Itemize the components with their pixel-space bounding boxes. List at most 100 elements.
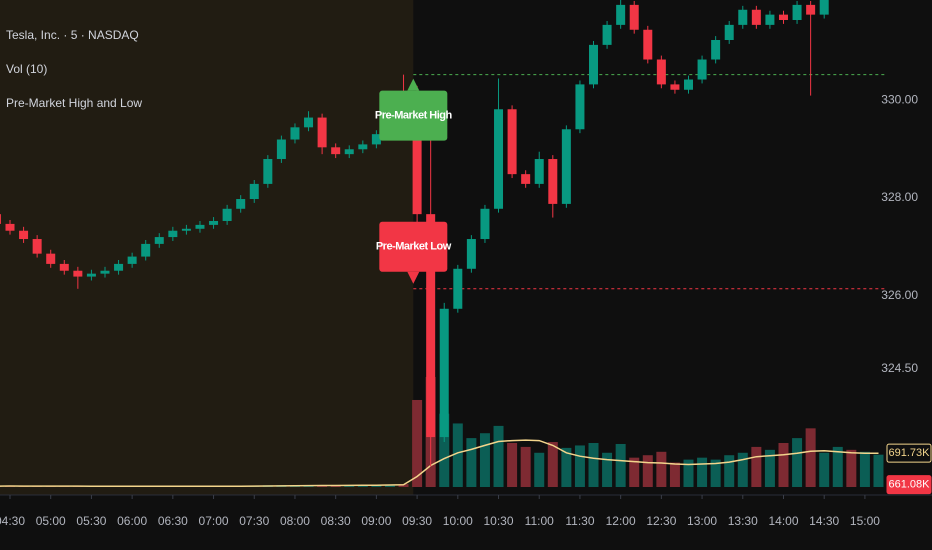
candle-body [249, 183, 259, 200]
candle-body [32, 239, 42, 254]
volume-bar [520, 446, 531, 487]
candle-body [331, 147, 341, 155]
candle-body [778, 14, 788, 20]
x-tick-label: 08:30 [321, 514, 351, 528]
candle-body [195, 224, 205, 229]
pre-market-shade [0, 0, 414, 495]
volume-bar [384, 484, 395, 487]
candle-body [561, 129, 571, 204]
volume-bar [683, 459, 694, 487]
volume-bar [561, 447, 572, 487]
candle-body [426, 214, 436, 438]
volume-bar [669, 462, 680, 487]
volume-bar [466, 438, 477, 487]
candle-body [5, 223, 15, 231]
x-tick-label: 11:30 [565, 514, 594, 528]
x-tick-label: 06:00 [117, 514, 147, 528]
x-tick-label: 14:00 [768, 514, 798, 528]
pre-market-low-label-pointer [407, 271, 420, 284]
candle-body [59, 263, 69, 271]
pre-market-high-label-box [379, 90, 448, 141]
volume-bar [697, 457, 708, 487]
volume-bar [547, 442, 558, 487]
x-tick-label: 05:00 [36, 514, 66, 528]
candle-body [168, 230, 178, 238]
volume-bar [439, 413, 450, 487]
pre-market-high-label-text: Pre-Market High [375, 110, 453, 122]
volume-bar [642, 455, 653, 487]
candle-body [453, 268, 463, 309]
candle-body [127, 256, 137, 264]
candle-body [656, 59, 666, 85]
candle-body [738, 9, 748, 25]
candle-body [263, 159, 273, 184]
candle-body [480, 208, 490, 240]
x-tick-label: 12:30 [646, 514, 676, 528]
x-tick-label: 05:30 [76, 514, 106, 528]
x-tick-label: 12:00 [606, 514, 636, 528]
x-tick-label: 07:30 [239, 514, 269, 528]
volume-bar [805, 428, 816, 487]
volume-bar [452, 423, 463, 487]
x-tick-label: 04:30 [0, 514, 25, 528]
candle-body [412, 124, 422, 215]
x-tick-label: 06:30 [158, 514, 188, 528]
y-tick-label: 326.00 [881, 288, 918, 302]
volume-bar [710, 459, 721, 487]
volume-bar [357, 485, 368, 487]
symbol-title: Tesla, Inc. · 5 · NASDAQ [6, 28, 139, 42]
candle-body [507, 109, 517, 175]
volume-bar [764, 449, 775, 487]
candle-body [222, 208, 232, 221]
candle-body [290, 127, 300, 140]
volume-bar [859, 451, 870, 487]
candle-body [86, 273, 96, 277]
candle-body [792, 4, 802, 20]
candle-body [751, 9, 761, 25]
axes: 324.50 326.00 328.00 330.00 04:30 05:00 05:30 0… [0, 93, 932, 528]
candle-body [589, 44, 599, 85]
candle-body [548, 159, 558, 204]
volume-bar [317, 485, 328, 487]
pre-market-low-label-text: Pre-Market Low [376, 241, 452, 253]
volume-bar [846, 449, 857, 487]
candle-body [344, 149, 354, 155]
volume-bar [371, 485, 382, 487]
candle-body [114, 263, 124, 271]
candle-body [141, 243, 151, 257]
volume-bar [344, 485, 355, 487]
candle-body [0, 214, 1, 224]
volume-bar [330, 485, 341, 487]
x-tick-label: 08:00 [280, 514, 310, 528]
x-tick-label: 09:30 [402, 514, 432, 528]
volume-bar [534, 452, 545, 487]
pre-market-high-label-pointer [407, 78, 420, 91]
candle-body [616, 4, 626, 25]
candle-body [439, 308, 449, 438]
volume-bar [819, 452, 830, 487]
candle-body [181, 228, 191, 231]
plot-area: Pre-Market High Pre-Market Low [0, 0, 885, 495]
candle-body [521, 174, 531, 184]
candle-body [670, 84, 680, 90]
candle-body [575, 84, 585, 130]
candle-body [73, 270, 83, 277]
x-tick-label: 09:00 [361, 514, 391, 528]
volume-axis-tag [886, 443, 932, 463]
y-tick-label: 330.00 [881, 93, 918, 107]
candle-body [819, 0, 829, 15]
x-tick-label: 15:00 [850, 514, 880, 528]
volume-legend: Vol (10) [6, 62, 47, 76]
volume-ma-line [0, 439, 879, 488]
volume-bar [507, 443, 518, 487]
volume-bar [832, 446, 843, 487]
x-tick-label: 13:30 [728, 514, 758, 528]
volume-bar [493, 425, 504, 487]
volume-bar [629, 457, 640, 487]
candle-body [100, 270, 110, 274]
volume-axis-tag-label: 691.73K [889, 447, 931, 459]
volume-bar [873, 454, 884, 487]
candle-body [19, 230, 29, 240]
candle-body [643, 29, 653, 60]
